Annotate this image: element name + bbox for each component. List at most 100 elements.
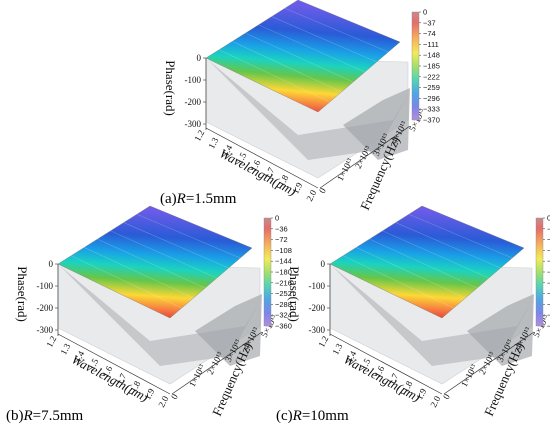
colorbar-tick-label: −288 [275,300,292,309]
colorbar-tick-label: 0 [275,214,279,223]
y-axis-line [443,331,535,395]
z-tick-label: -100 [309,281,326,291]
surface-plot-a: 0-100-200-300Phase(rad)1.21.31.41.51.61.… [160,0,440,212]
phase-surface [329,205,525,319]
x-tick-label: 1.8 [128,379,142,394]
z-tick-label: -300 [37,325,54,335]
colorbar-tick-label: −148 [547,257,550,266]
contour-line [408,214,513,259]
x-tick-label: 1.3 [206,135,220,150]
caption-prefix: (c) [276,408,293,424]
z-tick-label: -200 [37,303,54,313]
x-tick-label: 1.3 [58,341,72,356]
contour-line [232,41,342,93]
x-tick-label: 1.9 [414,386,428,401]
surface-plot-c: 0-100-200-300Phase(rad)1.21.31.41.51.61.… [276,205,550,424]
colorbar-tick-label: −333 [547,311,550,320]
z-axis-title: Phase(rad) [287,266,302,322]
colorbar-tick-label: −37 [423,18,436,27]
x-tick-label: 1.6 [372,364,386,379]
colorbar-tick-label: −296 [423,94,440,103]
x-axis-line [205,127,319,189]
surface-side [343,88,410,160]
colorbar-tick-label: −324 [275,311,292,320]
colorbar-tick-label: −144 [275,257,292,266]
x-axis-line [57,333,171,395]
panel-caption: (a)R=1.5mm [160,191,237,207]
caption-prefix: (b) [6,408,24,424]
y-tick-label: 0 [169,392,180,401]
x-tick-label: 2.0 [304,188,318,203]
contour-line [219,49,330,103]
z-tick-label: -200 [185,97,202,107]
x-tick-label: 1.7 [262,165,276,180]
x-tick-label: 1.4 [72,349,86,364]
z-tick-label: 0 [321,259,326,269]
contour-line [395,222,501,269]
colorbar-tick-label: −222 [423,72,440,81]
colorbar-tick-label: −222 [547,278,550,287]
colorbar [535,217,544,327]
phase-surface [57,205,253,319]
x-tick-label: 2.0 [156,394,170,409]
caption-param: R [176,191,186,207]
x-tick-label: 1.2 [192,128,206,143]
contour-line [110,230,217,279]
z-axis-title: Phase(rad) [163,60,178,116]
z-tick-label: -100 [37,281,54,291]
contour-line [271,16,377,63]
colorbar-tick-label: −296 [547,300,550,309]
y-tick-label: 0 [317,186,328,195]
x-tick-label: 1.4 [220,143,234,158]
x-tick-label: 1.3 [330,341,344,356]
colorbar-tick-label: −259 [423,83,440,92]
caption-value: =1.5mm [186,191,237,207]
colorbar-tick-label: −74 [423,29,436,38]
colorbar-tick-label: −333 [423,105,440,114]
x-tick-label: 2.0 [428,394,442,409]
z-tick-label: 0 [49,259,54,269]
colorbar-tick-label: −252 [275,289,292,298]
contour-line [382,230,489,279]
x-tick-label: 1.8 [400,379,414,394]
x-tick-label: 1.7 [386,371,400,386]
contour-line [343,255,454,309]
caption-value: =7.5mm [33,408,84,424]
colorbar-tick-label: −259 [547,289,550,298]
contour-line [136,214,241,259]
y-axis-line [319,125,411,189]
x-tick-label: 1.5 [86,356,100,371]
x-tick-label: 1.2 [44,334,58,349]
colorbar-tick-label: −111 [547,246,550,255]
colorbar-tick-label: −370 [423,116,440,125]
x-tick-label: 1.4 [344,349,358,364]
z-tick-label: 0 [197,53,202,63]
z-tick-label: -300 [185,119,202,129]
colorbar-tick-label: 0 [547,214,550,223]
caption-prefix: (a) [160,191,177,207]
y-axis-line [171,331,263,395]
contour-line [123,222,229,269]
x-tick-label: 1.6 [248,158,262,173]
caption-value: =10mm [302,408,349,424]
contour-line [356,247,466,299]
phase-surface [205,0,401,113]
colorbar-tick-label: 0 [423,8,427,17]
z-tick-label: -300 [309,325,326,335]
contour-line [258,24,365,73]
x-tick-label: 1.8 [276,173,290,188]
colorbar-tick-label: −36 [275,224,288,233]
y-tick-label: 0 [441,392,452,401]
z-tick-label: -100 [185,75,202,85]
z-axis-title: Phase(rad) [15,266,30,322]
contour-line [245,32,354,83]
x-tick-label: 1.5 [358,356,372,371]
colorbar [263,217,272,327]
contour-line [369,238,478,289]
colorbar-tick-label: −360 [275,322,292,331]
colorbar [411,11,420,121]
caption-param: R [23,408,33,424]
colorbar-tick-label: −216 [275,278,292,287]
colorbar-tick-label: −185 [423,62,440,71]
